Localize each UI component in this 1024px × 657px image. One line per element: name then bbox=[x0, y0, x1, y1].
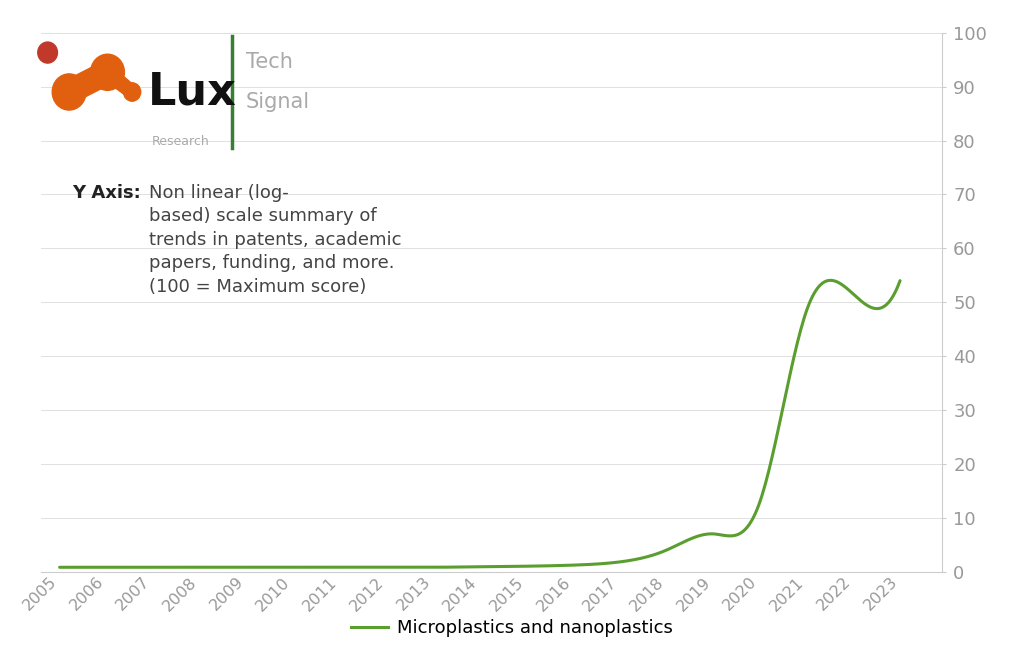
Text: Y Axis:: Y Axis: bbox=[73, 184, 141, 202]
Text: Tech: Tech bbox=[246, 53, 293, 72]
Circle shape bbox=[124, 83, 140, 101]
Text: Research: Research bbox=[152, 135, 210, 148]
Circle shape bbox=[52, 74, 86, 110]
Polygon shape bbox=[108, 62, 132, 101]
Circle shape bbox=[38, 42, 57, 63]
Legend: Microplastics and nanoplastics: Microplastics and nanoplastics bbox=[344, 612, 680, 645]
Text: Lux: Lux bbox=[147, 70, 237, 114]
Polygon shape bbox=[69, 59, 108, 105]
Text: Signal: Signal bbox=[246, 92, 310, 112]
Circle shape bbox=[90, 55, 124, 91]
Text: Non linear (log-
based) scale summary of
trends in patents, academic
papers, fun: Non linear (log- based) scale summary of… bbox=[150, 184, 401, 296]
